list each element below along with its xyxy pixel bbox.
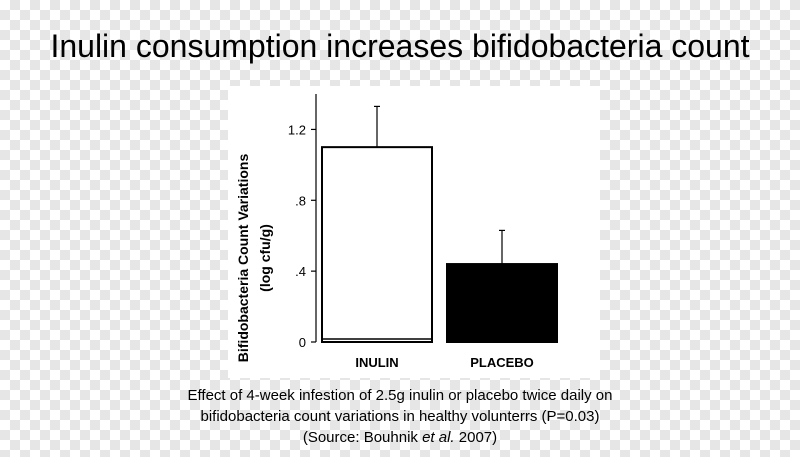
y-tick-label: .8	[295, 193, 306, 208]
caption-line-2: bifidobacteria count variations in healt…	[200, 408, 600, 425]
y-axis-label-line1: Bifidobacteria Count Variations	[235, 154, 251, 363]
bar-chart: Bifidobacteria Count Variations (log cfu…	[235, 94, 558, 370]
category-label-inulin: INULIN	[355, 355, 398, 370]
bar-placebo	[446, 263, 558, 343]
figure-caption: Effect of 4-week infestion of 2.5g inuli…	[0, 385, 800, 448]
chart-panel: Bifidobacteria Count Variations (log cfu…	[228, 86, 600, 378]
x-axis-categories: INULIN PLACEBO	[355, 355, 533, 370]
y-tick-label: .4	[295, 264, 306, 279]
bars	[321, 105, 558, 344]
caption-source-prefix: (Source: Bouhnik	[302, 429, 423, 446]
y-tick-label: 1.2	[288, 122, 306, 137]
category-label-placebo: PLACEBO	[470, 355, 534, 370]
y-axis-label-line2: (log cfu/g)	[257, 224, 273, 292]
y-axis-ticks: 0 .4 .8 1.2	[288, 122, 316, 350]
slide-title: Inulin consumption increases bifidobacte…	[50, 28, 750, 64]
caption-source-suffix: 2007)	[454, 429, 498, 446]
caption-line-3: (Source: Bouhnik et al. 2007)	[0, 427, 800, 448]
caption-line-1: Effect of 4-week infestion of 2.5g inuli…	[187, 387, 613, 404]
y-tick-label: 0	[299, 335, 306, 350]
caption-source-italic: et al.	[422, 429, 455, 446]
y-axis-label: Bifidobacteria Count Variations (log cfu…	[235, 154, 273, 363]
bar-inulin	[321, 146, 433, 344]
